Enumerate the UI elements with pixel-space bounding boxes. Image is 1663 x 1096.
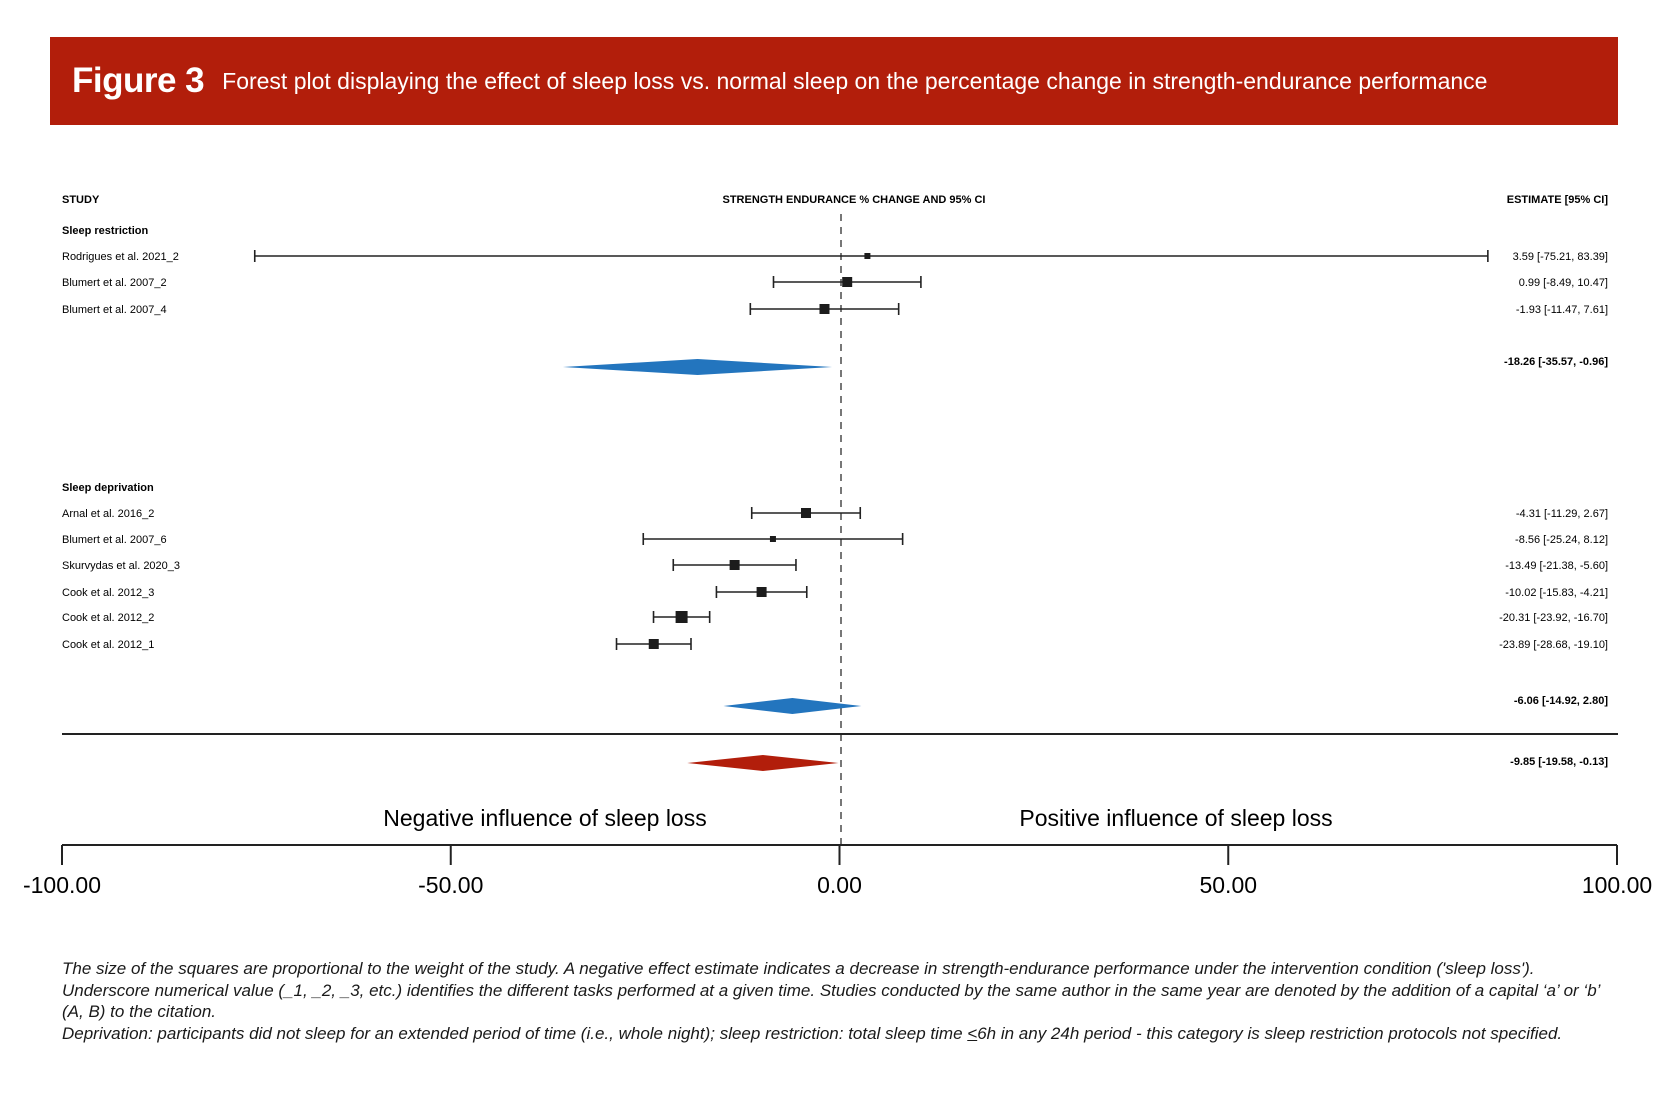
- estimate-text: -1.93 [-11.47, 7.61]: [1516, 304, 1608, 316]
- footnote-line-1: The size of the squares are proportional…: [62, 959, 1600, 1021]
- estimate-square: [800, 508, 811, 518]
- estimate-text: 0.99 [-8.49, 10.47]: [1519, 277, 1608, 289]
- estimate-text: -13.49 [-21.38, -5.60]: [1505, 560, 1608, 572]
- positive-influence-label: Positive influence of sleep loss: [1019, 805, 1332, 831]
- axis-tick-label: 0.00: [817, 872, 862, 898]
- estimate-square: [729, 560, 740, 570]
- estimate-text: -20.31 [-23.92, -16.70]: [1499, 612, 1608, 624]
- study-label: Rodrigues et al. 2021_2: [62, 251, 179, 263]
- overall-summary-diamond: [687, 755, 839, 771]
- estimate-text: 3.59 [-75.21, 83.39]: [1513, 251, 1608, 263]
- figure-caption: Forest plot displaying the effect of sle…: [222, 67, 1488, 94]
- study-label: Blumert et al. 2007_2: [62, 277, 167, 289]
- overall-estimate-text: -9.85 [-19.58, -0.13]: [1510, 756, 1608, 768]
- header-study: STUDY: [62, 194, 100, 206]
- estimate-text: -8.56 [-25.24, 8.12]: [1515, 534, 1608, 546]
- estimate-square: [819, 304, 830, 314]
- estimate-square: [842, 277, 853, 287]
- estimate-text: -23.89 [-28.68, -19.10]: [1499, 639, 1608, 651]
- summary-estimate-text: -6.06 [-14.92, 2.80]: [1514, 695, 1609, 707]
- group-summary-diamond: [723, 698, 862, 714]
- study-label: Skurvydas et al. 2020_3: [62, 560, 180, 572]
- axis-tick-label: -100.00: [23, 872, 101, 898]
- study-label: Blumert et al. 2007_4: [62, 304, 167, 316]
- study-label: Arnal et al. 2016_2: [62, 508, 154, 520]
- group-label: Sleep deprivation: [62, 482, 154, 494]
- negative-influence-label: Negative influence of sleep loss: [383, 805, 706, 831]
- estimate-square: [756, 587, 767, 597]
- axis-tick-label: 50.00: [1199, 872, 1257, 898]
- axis-tick-label: 100.00: [1582, 872, 1652, 898]
- axis-tick-label: -50.00: [418, 872, 483, 898]
- footnote: The size of the squares are proportional…: [62, 958, 1622, 1044]
- footnote-line-2: Deprivation: participants did not sleep …: [62, 1023, 1563, 1043]
- estimate-square: [648, 639, 659, 649]
- header-plot: STRENGTH ENDURANCE % CHANGE AND 95% CI: [722, 194, 985, 206]
- study-label: Blumert et al. 2007_6: [62, 534, 167, 546]
- forest-plot: STUDY STRENGTH ENDURANCE % CHANGE AND 95…: [23, 194, 1652, 898]
- estimate-text: -10.02 [-15.83, -4.21]: [1505, 587, 1608, 599]
- group-label: Sleep restriction: [62, 225, 148, 237]
- estimate-text: -4.31 [-11.29, 2.67]: [1516, 508, 1608, 520]
- estimate-square: [769, 536, 776, 542]
- group-summary-diamond: [562, 359, 833, 375]
- study-label: Cook et al. 2012_2: [62, 612, 154, 624]
- study-label: Cook et al. 2012_1: [62, 639, 154, 651]
- estimate-square: [675, 611, 688, 623]
- estimate-square: [864, 253, 871, 259]
- x-axis: -100.00 -50.00 0.00 50.00 100.00: [23, 844, 1652, 898]
- summary-estimate-text: -18.26 [-35.57, -0.96]: [1504, 356, 1608, 368]
- study-rows: Sleep restriction Rodrigues et al. 2021_2…: [62, 225, 1608, 771]
- study-label: Cook et al. 2012_3: [62, 587, 154, 599]
- figure-banner: Figure 3 Forest plot displaying the effe…: [50, 37, 1618, 125]
- figure-label: Figure 3: [72, 61, 205, 100]
- header-estimate: ESTIMATE [95% CI]: [1507, 194, 1609, 206]
